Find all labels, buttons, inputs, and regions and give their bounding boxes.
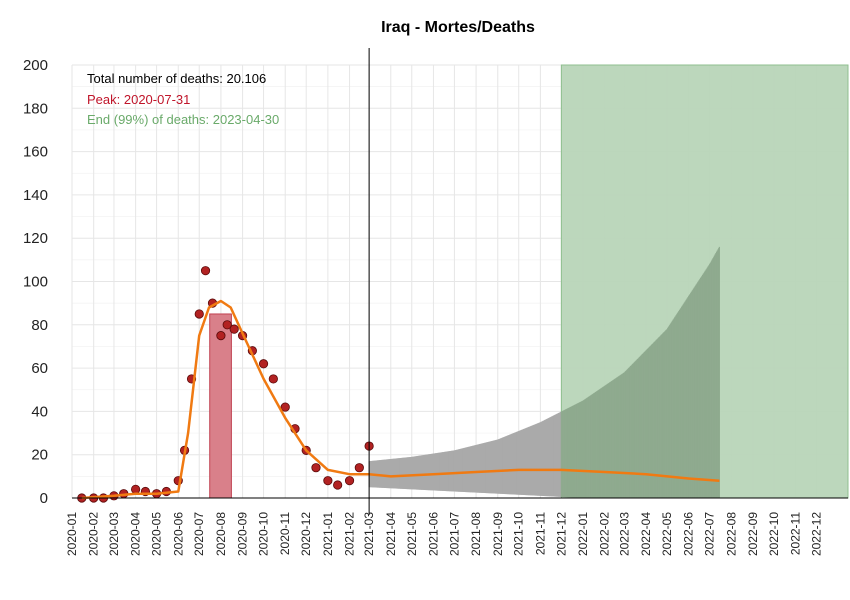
x-tick-label: 2022-01 [576, 512, 590, 556]
x-tick-label: 2020-09 [236, 512, 250, 556]
x-tick-label: 2022-11 [789, 512, 803, 555]
x-tick-label: 2021-11 [533, 512, 547, 555]
x-tick-label: 2022-09 [746, 512, 760, 556]
x-tick-label: 2020-02 [87, 512, 101, 556]
x-tick-label: 2021-06 [426, 512, 440, 556]
x-tick-label: 2021-09 [491, 512, 505, 556]
x-tick-label: 2021-10 [512, 512, 526, 556]
x-tick-label: 2020-03 [107, 512, 121, 556]
x-tick-label: 2020-06 [171, 512, 185, 556]
x-tick-label: 2020-12 [299, 512, 313, 556]
x-tick-label: 2022-08 [724, 512, 738, 556]
y-tick-label: 60 [31, 360, 48, 377]
x-tick-label: 2021-03 [362, 512, 376, 556]
observed-point [280, 402, 290, 412]
x-tick-label: 2022-04 [639, 512, 653, 556]
y-tick-label: 20 [31, 447, 48, 464]
peak-annotation: Peak: 2020-07-31 [87, 92, 190, 107]
y-tick-label: 0 [40, 490, 48, 507]
x-tick-label: 2020-08 [214, 512, 228, 556]
total-deaths-annotation: Total number of deaths: 20.106 [87, 71, 266, 86]
y-tick-label: 160 [23, 144, 48, 161]
x-tick-label: 2021-01 [321, 512, 335, 556]
end-annotation: End (99%) of deaths: 2023-04-30 [87, 112, 279, 127]
x-tick-label: 2022-05 [660, 512, 674, 556]
x-tick-label: 2022-03 [617, 512, 631, 556]
x-tick-label: 2022-06 [682, 512, 696, 556]
observed-point [200, 266, 211, 276]
y-tick-label: 100 [23, 274, 48, 291]
observed-point [131, 484, 141, 494]
observed-point [344, 476, 355, 486]
x-tick-label: 2022-07 [703, 512, 717, 556]
observed-point [311, 463, 321, 473]
x-tick-label: 2021-07 [447, 512, 461, 556]
x-tick-label: 2020-07 [192, 512, 206, 556]
y-tick-label: 40 [31, 403, 48, 420]
fitted-curve [81, 299, 720, 500]
observed-point [258, 359, 269, 369]
axes [72, 48, 848, 515]
fitted-line [81, 299, 720, 500]
y-tick-label: 140 [23, 187, 48, 204]
x-tick-label: 2021-02 [343, 512, 357, 556]
observed-point [323, 476, 333, 486]
observed-point [354, 463, 364, 473]
y-tick-label: 80 [31, 317, 48, 334]
y-tick-label: 180 [23, 100, 48, 117]
x-tick-label: 2021-08 [469, 512, 483, 556]
y-axis: 0 20 40 60 80 100 120 140 160 180 200 [23, 57, 48, 507]
chart-title: Iraq - Mortes/Deaths [381, 19, 535, 36]
x-tick-label: 2021-05 [405, 512, 419, 556]
x-tick-label: 2020-11 [278, 512, 292, 555]
observed-point [222, 320, 232, 330]
observed-point [194, 309, 204, 319]
y-tick-label: 120 [23, 230, 48, 247]
x-tick-label: 2021-04 [384, 512, 398, 556]
observed-point [216, 331, 226, 341]
x-tick-label: 2020-10 [257, 512, 271, 556]
x-tick-label: 2022-02 [598, 512, 612, 556]
y-tick-label: 200 [23, 57, 48, 74]
observed-point [333, 480, 343, 490]
peak-band [209, 313, 232, 499]
x-tick-label: 2020-04 [129, 512, 143, 556]
x-tick-label: 2021-12 [554, 512, 568, 556]
x-tick-label: 2022-12 [810, 512, 824, 556]
observed-point [229, 324, 239, 334]
x-tick-label: 2020-01 [65, 512, 79, 556]
observed-point [268, 374, 278, 384]
x-tick-label: 2020-05 [150, 512, 164, 556]
x-axis: 2020-01 2020-02 2020-03 2020-04 2020-05 2020-… [65, 512, 824, 556]
x-tick-label: 2022-10 [767, 512, 781, 556]
